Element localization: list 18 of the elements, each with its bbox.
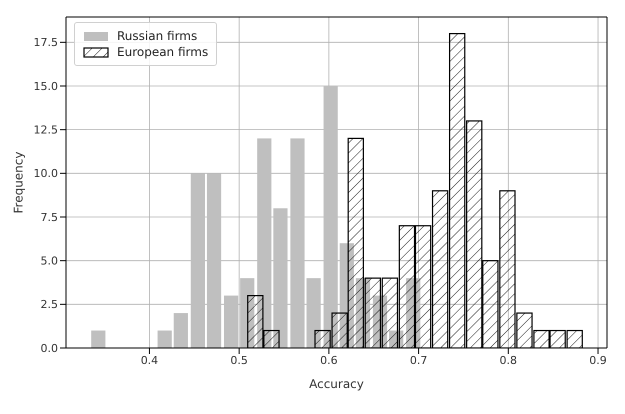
x-tick-label: 0.6: [320, 354, 338, 367]
x-tick-label: 0.7: [410, 354, 428, 367]
y-tick-label: 5.0: [40, 254, 58, 268]
y-tick-label: 15.0: [34, 80, 58, 93]
y-axis-title: Frequency: [11, 152, 26, 214]
x-tick-label: 0.5: [230, 354, 248, 367]
y-tick-label: 0.0: [40, 342, 58, 355]
x-tick-label: 0.4: [140, 354, 158, 367]
legend-label: Russian firms: [117, 29, 198, 43]
x-axis-title: Accuracy: [309, 377, 364, 391]
y-tick-label: 7.5: [40, 210, 58, 224]
y-tick-label: 17.5: [34, 36, 58, 50]
y-tick-label: 2.5: [40, 298, 58, 312]
x-tick-label: 0.8: [500, 354, 518, 367]
y-tick-label: 10.0: [34, 167, 58, 180]
y-tick-label: 12.5: [34, 124, 58, 137]
x-tick-label: 0.9: [589, 354, 607, 367]
legend-label: European firms: [117, 45, 208, 59]
